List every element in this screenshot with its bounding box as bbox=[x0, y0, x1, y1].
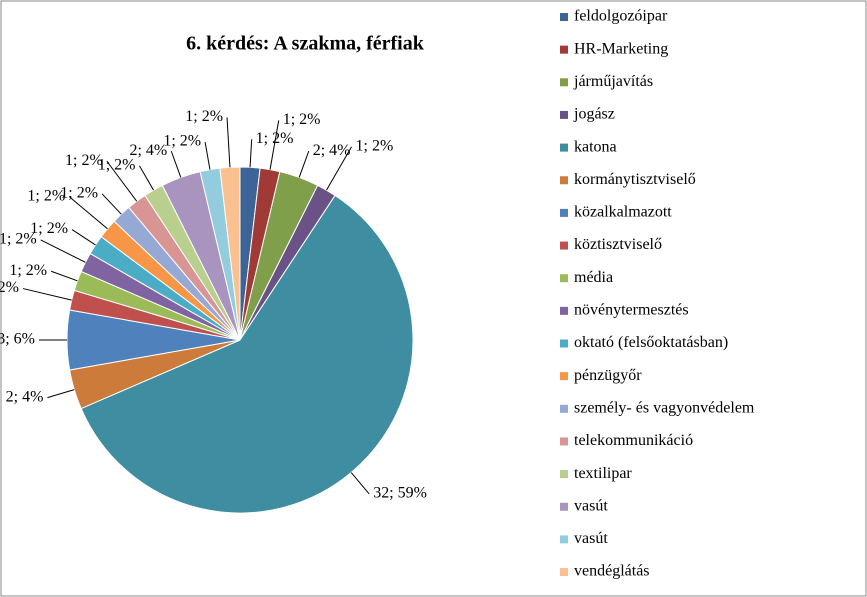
legend-swatch bbox=[560, 143, 568, 152]
data-label: 1; 2% bbox=[185, 108, 223, 125]
legend-label: vasút bbox=[574, 530, 608, 547]
data-label: 1; 2% bbox=[30, 220, 68, 237]
legend-swatch bbox=[560, 241, 568, 250]
data-label: 1; 2% bbox=[27, 187, 65, 204]
data-label: 3; 6% bbox=[0, 331, 35, 348]
leader-line bbox=[47, 389, 75, 399]
data-label: 2; 4% bbox=[313, 142, 351, 159]
data-label: 1; 2% bbox=[356, 138, 394, 155]
legend-swatch bbox=[560, 470, 568, 479]
legend-label: közalkalmazott bbox=[574, 204, 672, 221]
leader-line bbox=[326, 146, 352, 191]
legend-label: kormánytisztviselő bbox=[574, 171, 696, 188]
legend-swatch bbox=[560, 535, 568, 544]
legend-swatch bbox=[560, 502, 568, 511]
leader-line bbox=[50, 270, 78, 282]
legend-label: katona bbox=[574, 138, 617, 155]
data-label: 1; 2% bbox=[98, 157, 136, 174]
legend-swatch bbox=[560, 339, 568, 348]
legend-label: telekommunikáció bbox=[574, 432, 693, 449]
data-label: 2; 4% bbox=[129, 142, 167, 159]
leader-line bbox=[101, 193, 122, 215]
leader-line bbox=[298, 150, 310, 178]
legend-swatch bbox=[560, 13, 568, 21]
data-label: 1; 2% bbox=[256, 130, 294, 147]
legend-label: pénzügyőr bbox=[574, 367, 642, 384]
data-label: 2; 4% bbox=[6, 388, 44, 405]
legend-swatch bbox=[560, 372, 568, 381]
legend-swatch bbox=[560, 176, 568, 185]
leader-line bbox=[40, 239, 86, 263]
pie-slice bbox=[80, 194, 414, 514]
chart-title: 6. kérdés: A szakma, férfiak bbox=[186, 33, 425, 55]
data-label: 1; 2% bbox=[9, 262, 47, 279]
legend-label: vasút bbox=[574, 497, 608, 514]
legend-swatch bbox=[560, 437, 568, 446]
legend-label: HR-Marketing bbox=[574, 40, 668, 57]
data-label: 32; 59% bbox=[373, 485, 427, 502]
data-label: 1; 2% bbox=[0, 231, 37, 248]
leader-line bbox=[71, 229, 96, 246]
leader-line bbox=[106, 160, 138, 202]
legend-swatch bbox=[560, 306, 568, 315]
leader-line bbox=[139, 165, 154, 191]
legend-label: oktató (felsőoktatásban) bbox=[574, 334, 728, 351]
data-label: 1; 2% bbox=[163, 133, 201, 150]
legend-swatch bbox=[560, 274, 568, 283]
legend-swatch bbox=[560, 78, 568, 87]
pie-slice bbox=[219, 166, 241, 341]
legend-label: személy- és vagyonvédelem bbox=[574, 399, 755, 416]
legend-swatch bbox=[560, 208, 568, 217]
legend-label: köztisztviselő bbox=[574, 236, 662, 253]
data-label: 1; 2% bbox=[283, 111, 321, 128]
legend-label: média bbox=[574, 269, 613, 286]
leader-line bbox=[226, 117, 231, 168]
legend-swatch bbox=[560, 110, 568, 119]
data-label: 1; 2% bbox=[60, 184, 98, 201]
legend-label: textilipar bbox=[574, 465, 632, 482]
legend-label: vendéglátás bbox=[574, 563, 650, 580]
legend-label: jogász bbox=[573, 106, 615, 123]
leader-line bbox=[269, 120, 280, 170]
legend-swatch bbox=[560, 568, 568, 577]
leader-line bbox=[22, 288, 72, 301]
leader-line bbox=[204, 141, 211, 170]
legend-label: feldolgozóipar bbox=[574, 8, 668, 25]
leader-line bbox=[170, 150, 182, 178]
leader-line bbox=[350, 472, 370, 495]
leader-line bbox=[249, 139, 253, 168]
legend-label: járműjavítás bbox=[573, 73, 653, 90]
leader-line bbox=[68, 196, 108, 230]
legend-label: növénytermesztés bbox=[574, 302, 689, 319]
data-label: 1; 2% bbox=[65, 152, 103, 169]
legend-swatch bbox=[560, 404, 568, 413]
legend-swatch bbox=[560, 45, 568, 54]
data-label: 1; 2% bbox=[0, 279, 19, 296]
